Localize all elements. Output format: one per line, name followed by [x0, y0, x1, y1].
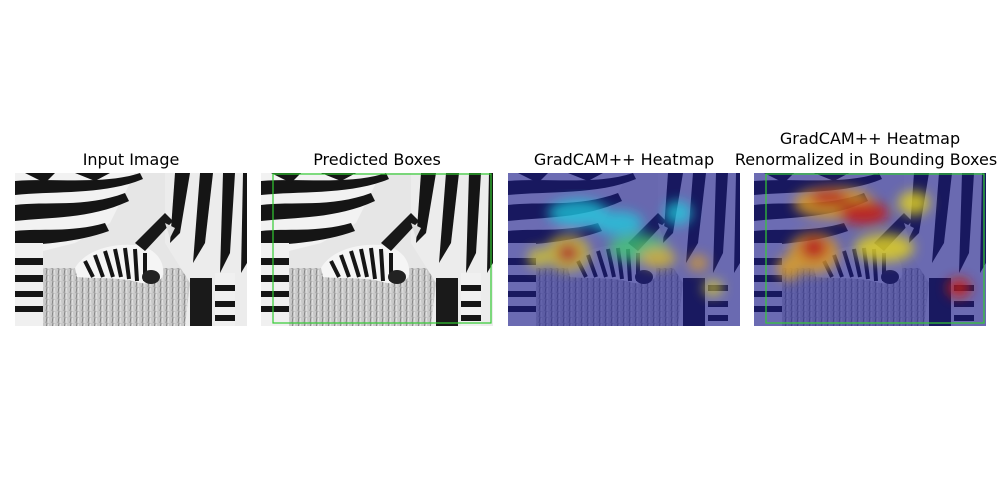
panel-title-renormalized-line2: Renormalized in Bounding Boxes: [734, 150, 998, 169]
panel-title-renormalized-line1: GradCAM++ Heatmap: [779, 129, 961, 148]
predicted-boxes-image: [261, 173, 493, 326]
gradcam-heatmap-image: [508, 173, 740, 326]
panel-title-gradcam-heatmap: GradCAM++ Heatmap: [533, 150, 715, 169]
zebra-photo: [15, 173, 247, 326]
renormalized-heatmap-image: [754, 173, 986, 326]
panel-title-predicted-boxes: Predicted Boxes: [313, 150, 441, 169]
bounding-box: [272, 173, 492, 324]
zebra-photo-with-box: [261, 173, 493, 326]
input-image: [15, 173, 247, 326]
panel-title-input-image: Input Image: [82, 150, 180, 169]
zebra-heatmap: [508, 173, 740, 326]
bounding-box: [765, 173, 985, 324]
zebra-heatmap-renormalized: [754, 173, 986, 326]
